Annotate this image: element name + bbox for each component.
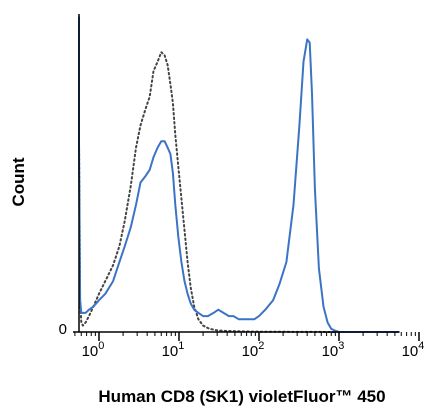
series-layer [78, 16, 400, 333]
x-tick-label: 104 [402, 340, 425, 360]
y-axis-title: Count [9, 157, 28, 206]
x-tick-label: 100 [82, 340, 105, 360]
x-tick-label: 102 [242, 340, 265, 360]
x-tick-label: 101 [162, 340, 185, 360]
axis-layer: 100 101 102 103 104 0 [59, 14, 425, 360]
series-solid-line [78, 16, 400, 333]
x-tick-label: 103 [322, 340, 345, 360]
x-axis-title: Human CD8 (SK1) violetFluor™ 450 [98, 387, 385, 406]
y-tick-label: 0 [59, 321, 67, 338]
series-dotted-line [78, 22, 400, 333]
